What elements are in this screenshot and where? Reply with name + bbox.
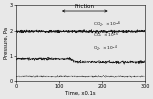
Y-axis label: Pressure, Pa: Pressure, Pa (4, 27, 8, 59)
Text: CO$_2$,  ×10$^{-6}$: CO$_2$, ×10$^{-6}$ (93, 19, 121, 29)
Text: Friction: Friction (75, 4, 95, 9)
X-axis label: Time, x0.1s: Time, x0.1s (65, 90, 96, 96)
Text: O$_2$,  ×10$^{-4}$: O$_2$, ×10$^{-4}$ (93, 43, 118, 53)
Text: CO,  ×10$^{-6}$: CO, ×10$^{-6}$ (93, 31, 119, 40)
